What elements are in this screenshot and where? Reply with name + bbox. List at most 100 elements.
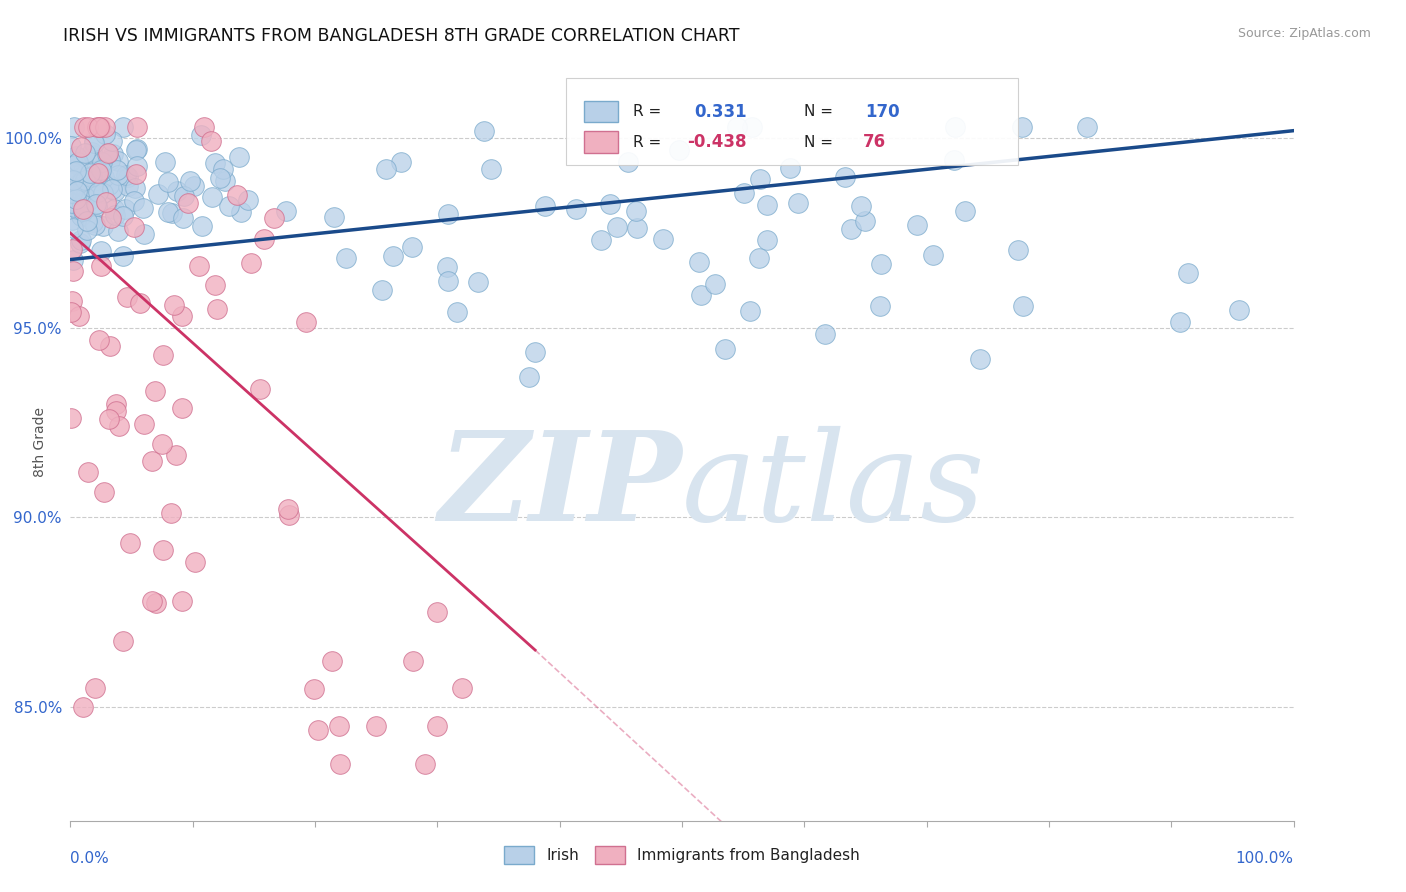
Point xyxy=(564,202,586,216)
Point xyxy=(76,214,98,228)
Point xyxy=(87,166,110,180)
Point xyxy=(274,204,297,219)
Point xyxy=(153,155,176,169)
Point xyxy=(115,290,138,304)
Point xyxy=(117,179,139,194)
Point xyxy=(73,146,96,161)
Point xyxy=(67,310,90,324)
Point xyxy=(112,249,135,263)
Point xyxy=(94,194,117,209)
Point xyxy=(86,172,108,186)
Point xyxy=(1177,266,1199,280)
Point xyxy=(100,153,122,168)
Point xyxy=(193,120,215,134)
Point xyxy=(839,221,862,235)
Point xyxy=(76,194,98,208)
Point xyxy=(98,339,121,353)
Text: 0.0%: 0.0% xyxy=(70,851,110,866)
Point xyxy=(152,542,174,557)
Point xyxy=(163,298,186,312)
Point xyxy=(100,211,122,226)
Point xyxy=(67,155,90,169)
Point xyxy=(82,145,104,160)
Point xyxy=(72,164,94,178)
Point xyxy=(756,233,779,247)
Point xyxy=(436,274,458,288)
Point xyxy=(114,168,136,182)
Point xyxy=(93,170,115,185)
Point xyxy=(479,161,502,176)
Point xyxy=(146,186,169,201)
Point xyxy=(472,124,495,138)
Point xyxy=(60,153,83,168)
Point xyxy=(70,186,93,200)
Point xyxy=(60,293,83,308)
Point xyxy=(651,232,673,246)
Point xyxy=(688,255,710,269)
Point xyxy=(98,412,121,426)
Point xyxy=(921,248,943,262)
Point xyxy=(69,233,91,247)
Point xyxy=(160,506,183,520)
Point xyxy=(60,186,83,200)
Point xyxy=(63,120,86,134)
Point xyxy=(905,218,928,232)
Point xyxy=(714,342,737,356)
Point xyxy=(83,681,105,695)
Point xyxy=(101,147,124,161)
Point xyxy=(86,120,108,134)
Point xyxy=(436,260,458,274)
Point xyxy=(91,160,114,174)
Point xyxy=(127,142,149,156)
Point xyxy=(1007,243,1029,257)
Point xyxy=(172,211,194,225)
Point xyxy=(124,180,146,194)
Point xyxy=(143,384,166,398)
Point xyxy=(96,147,118,161)
Point xyxy=(60,212,83,227)
Point xyxy=(120,536,142,550)
Point xyxy=(62,165,84,179)
Point xyxy=(141,594,163,608)
Point xyxy=(437,207,460,221)
Point xyxy=(375,161,398,176)
FancyBboxPatch shape xyxy=(583,131,619,153)
Point xyxy=(205,302,228,317)
Point xyxy=(366,719,388,733)
Point xyxy=(304,681,326,696)
Point xyxy=(734,186,756,200)
Point xyxy=(62,263,84,277)
Point xyxy=(65,193,87,207)
Point xyxy=(72,204,94,219)
Point xyxy=(69,235,91,250)
Text: atlas: atlas xyxy=(682,426,986,548)
Point xyxy=(104,397,127,411)
Text: R =: R = xyxy=(633,135,666,150)
Text: 8th Grade: 8th Grade xyxy=(32,407,46,476)
Point xyxy=(70,197,93,211)
Point xyxy=(63,200,86,214)
Point xyxy=(89,333,111,347)
Point xyxy=(89,120,111,134)
Point xyxy=(70,210,93,224)
Point xyxy=(814,327,837,342)
Point xyxy=(389,155,412,169)
Point xyxy=(1011,120,1033,134)
Point xyxy=(188,259,211,273)
Point xyxy=(82,148,104,162)
Point xyxy=(329,756,352,771)
Point xyxy=(955,203,977,218)
Point xyxy=(426,605,449,619)
Text: 0.331: 0.331 xyxy=(695,103,747,120)
Point xyxy=(134,417,156,431)
Point xyxy=(165,448,187,462)
Point xyxy=(77,169,100,183)
Point xyxy=(65,164,87,178)
Point xyxy=(132,201,155,215)
Point xyxy=(413,756,436,771)
Point xyxy=(371,283,394,297)
Point xyxy=(277,502,299,516)
Point xyxy=(77,120,100,134)
Point xyxy=(87,166,110,180)
Point xyxy=(401,240,423,254)
